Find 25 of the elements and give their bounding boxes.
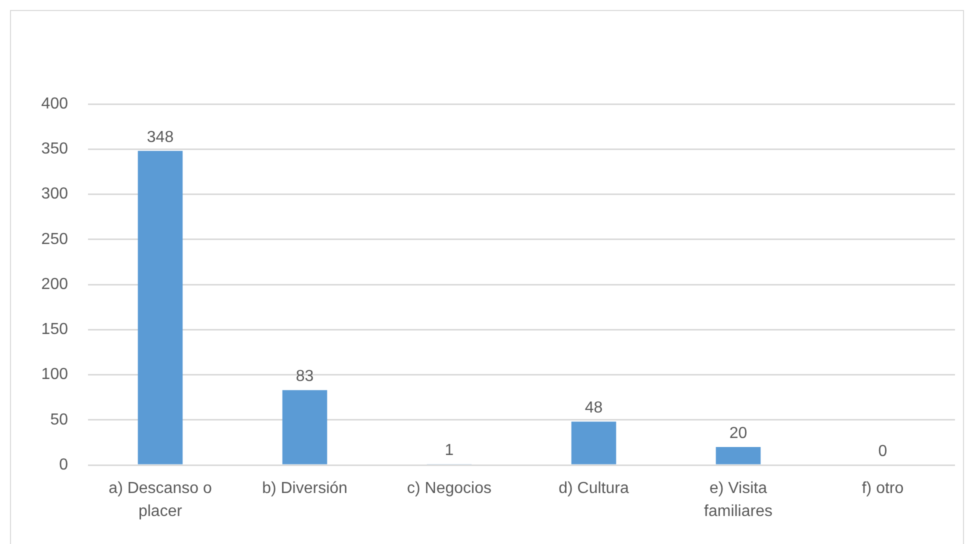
data-label: 83 <box>296 368 314 386</box>
y-tick-label: 50 <box>50 411 68 428</box>
bar <box>571 422 616 464</box>
data-label: 0 <box>878 443 888 460</box>
bar <box>138 150 183 464</box>
y-tick-label: 0 <box>59 456 68 474</box>
y-tick-label: 250 <box>41 230 68 248</box>
data-label: 1 <box>444 442 454 460</box>
y-tick-label: 200 <box>41 276 68 293</box>
y-tick-label: 400 <box>41 95 68 112</box>
y-tick-label: 350 <box>41 140 68 158</box>
data-label: 48 <box>584 400 603 417</box>
y-tick-label: 300 <box>41 186 68 203</box>
x-tick-label: e) Visita familiares <box>704 480 772 520</box>
y-tick-label: 150 <box>41 321 68 338</box>
bar <box>716 446 761 464</box>
data-label: 348 <box>146 128 174 146</box>
x-tick-label: f) otro <box>862 480 904 498</box>
x-tick-label: a) Descanso o placer <box>108 480 212 520</box>
x-tick-label: c) Negocios <box>407 480 492 498</box>
y-tick-label: 100 <box>41 366 68 384</box>
bar <box>282 390 328 464</box>
data-label: 20 <box>729 424 748 442</box>
x-tick-label: b) Diversión <box>262 480 348 498</box>
x-tick-label: d) Cultura <box>558 480 629 498</box>
